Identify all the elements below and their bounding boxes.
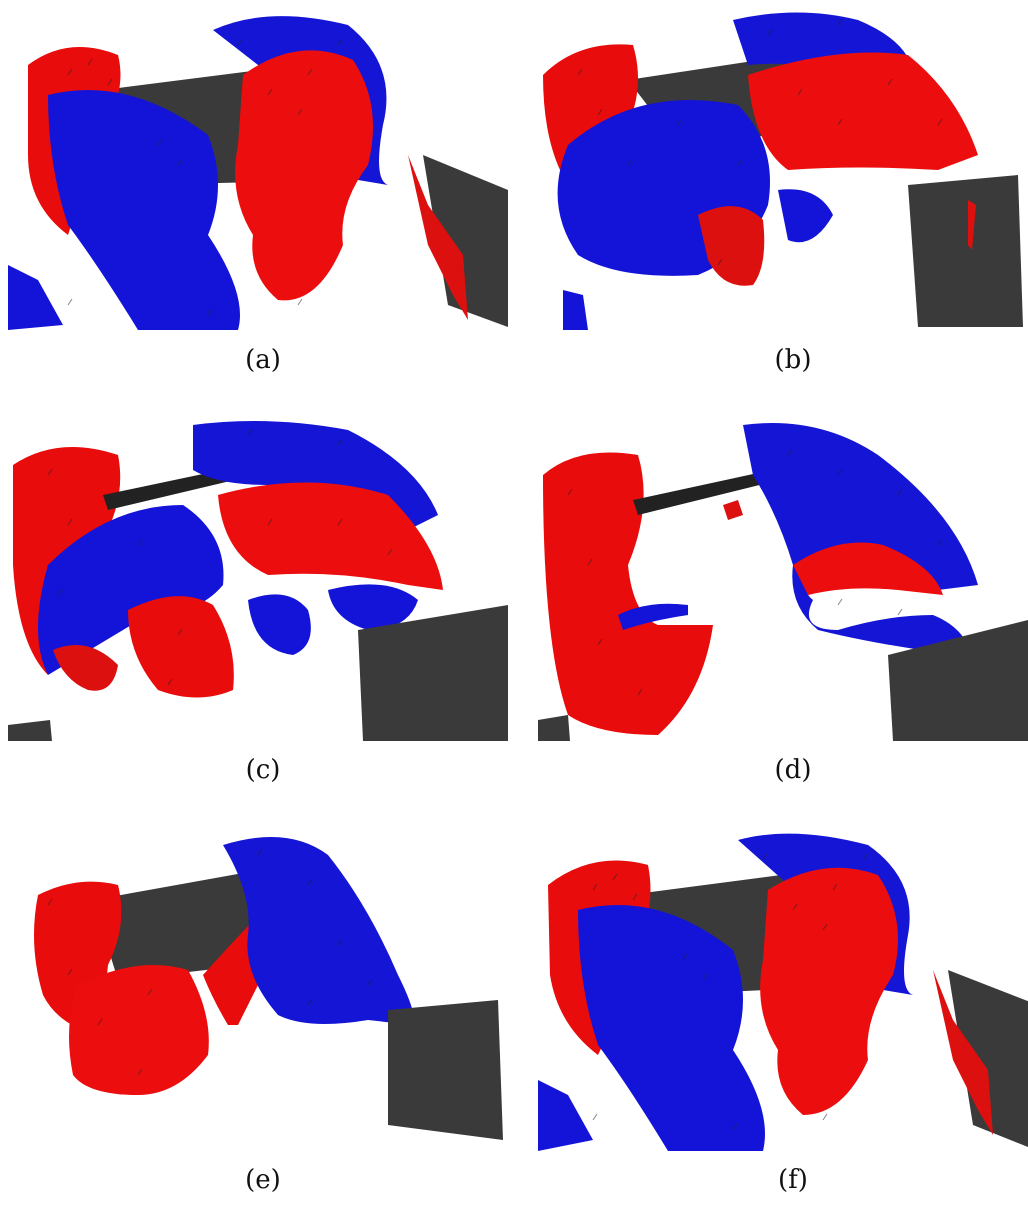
- blue-vortex-right: [743, 423, 978, 655]
- panel-c: (c): [8, 415, 518, 821]
- red-band: [793, 542, 943, 595]
- blue-fragment: [538, 1080, 593, 1151]
- tail-plate: [388, 1000, 503, 1140]
- panel-f: (f): [538, 825, 1028, 1231]
- blue-vortex-center: [578, 905, 765, 1151]
- panel-e-caption: (e): [245, 1165, 281, 1195]
- blue-band: [618, 603, 688, 630]
- red-vortex-lower: [69, 965, 209, 1095]
- red-vortex-lower: [128, 596, 234, 698]
- red-fragment: [53, 645, 118, 691]
- panel-d: (d): [538, 415, 1028, 821]
- velocity-glyphs: [47, 428, 393, 686]
- panel-b-image: [543, 12, 1023, 330]
- red-vortex-right: [218, 482, 443, 590]
- red-vortex-lower: [698, 206, 765, 286]
- panel-c-caption: (c): [245, 755, 281, 785]
- panel-c-image: [8, 421, 508, 741]
- blue-fragment-bottom: [563, 290, 588, 330]
- panel-e-image: [34, 837, 503, 1140]
- velocity-glyphs: [567, 448, 943, 696]
- red-fragment: [723, 500, 743, 520]
- red-vortex-left: [543, 452, 713, 735]
- panel-a-caption: (a): [245, 345, 281, 375]
- blue-vortex-right: [223, 837, 414, 1025]
- red-vortex-center: [760, 867, 898, 1115]
- velocity-glyphs: [592, 853, 868, 1131]
- blue-fragment: [778, 189, 833, 243]
- tail-plate: [358, 605, 508, 741]
- panel-e: (e): [8, 825, 518, 1231]
- tail-plate: [908, 175, 1023, 327]
- panel-b: (b): [538, 5, 1028, 411]
- red-streak: [968, 200, 976, 250]
- velocity-glyphs: [67, 38, 343, 316]
- plate-corner: [8, 720, 52, 741]
- red-vortex-center: [235, 50, 373, 301]
- figure-grid: (a) (b): [8, 5, 1028, 1195]
- blue-fragment: [8, 265, 63, 330]
- velocity-glyphs: [47, 848, 373, 1076]
- red-vortex-right: [748, 52, 978, 170]
- red-streak: [408, 155, 468, 320]
- tail-plate: [948, 970, 1028, 1147]
- panel-f-image: [538, 833, 1028, 1151]
- panel-d-caption: (d): [774, 755, 812, 785]
- panel-b-caption: (b): [774, 345, 812, 375]
- velocity-glyphs: [577, 18, 943, 266]
- panel-a-image: [8, 16, 508, 330]
- plate-corner: [538, 715, 570, 741]
- red-streak: [933, 970, 993, 1135]
- blue-vortex-center: [48, 90, 240, 330]
- tail-plate: [423, 155, 508, 327]
- blue-vortex-center: [38, 505, 224, 675]
- panel-f-caption: (f): [778, 1165, 808, 1195]
- blue-fragment-right: [328, 584, 418, 630]
- panel-d-image: [538, 423, 1028, 741]
- panel-a: (a): [8, 5, 518, 411]
- blue-fragment: [248, 594, 311, 655]
- tail-plate: [888, 620, 1028, 741]
